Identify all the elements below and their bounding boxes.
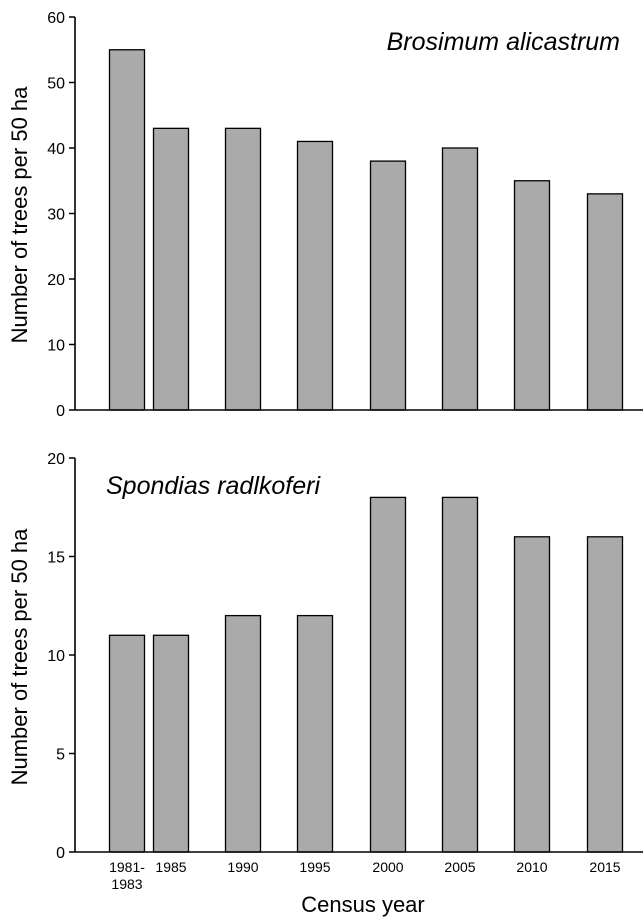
y-axis-label: Number of trees per 50 ha [7, 528, 32, 786]
bar [441, 147, 479, 411]
bar [108, 49, 146, 411]
x-tick-label: 1990 [227, 859, 258, 875]
y-tick-label: 60 [47, 10, 65, 27]
x-tick-label-line: 1981- [109, 859, 145, 875]
bar [586, 536, 624, 853]
x-tick-label-line: 1985 [155, 859, 186, 875]
panel-title: Brosimum alicastrum [387, 28, 620, 56]
y-tick-label: 40 [47, 141, 65, 158]
x-tick-label: 1985 [155, 859, 186, 875]
x-tick-label-line: 1983 [111, 876, 142, 892]
x-tick-label: 1995 [299, 859, 330, 875]
y-tick-label: 0 [56, 845, 65, 862]
x-tick-label-line: 2005 [444, 859, 475, 875]
x-axis-label: Census year [301, 892, 425, 917]
y-tick-label: 20 [47, 451, 65, 468]
x-tick-label: 2010 [516, 859, 547, 875]
bar [296, 614, 334, 853]
x-tick-label: 2000 [372, 859, 403, 875]
x-tick-label: 2015 [589, 859, 620, 875]
bar [152, 634, 190, 853]
x-tick-label: 1981-1983 [109, 859, 145, 892]
y-tick-label: 5 [56, 747, 65, 764]
panel-title: Spondias radlkoferi [106, 472, 321, 500]
bar [108, 634, 146, 853]
y-tick-label: 15 [47, 550, 65, 567]
bar [513, 536, 551, 853]
y-tick-label: 20 [47, 272, 65, 289]
bar [296, 140, 334, 411]
y-tick-label: 30 [47, 207, 65, 224]
y-tick-label: 0 [56, 403, 65, 420]
bar [152, 127, 190, 411]
y-tick-label: 50 [47, 76, 65, 93]
chart-panel-brosimum: Brosimum alicastrum Number of trees per … [7, 10, 643, 420]
bar [224, 614, 262, 853]
bar [441, 496, 479, 853]
bar [224, 127, 262, 411]
bar [369, 496, 407, 853]
chart-panel-spondias: Spondias radlkoferi Number of trees per … [7, 451, 643, 917]
x-tick-label-line: 2010 [516, 859, 547, 875]
x-tick-label-line: 2015 [589, 859, 620, 875]
x-tick-label-line: 1990 [227, 859, 258, 875]
bar [586, 193, 624, 411]
y-tick-label: 10 [47, 648, 65, 665]
bar [513, 180, 551, 411]
x-tick-label-line: 2000 [372, 859, 403, 875]
x-tick-label: 2005 [444, 859, 475, 875]
x-tick-label-line: 1995 [299, 859, 330, 875]
y-axis-label: Number of trees per 50 ha [7, 86, 32, 344]
bar [369, 160, 407, 411]
y-tick-label: 10 [47, 338, 65, 355]
